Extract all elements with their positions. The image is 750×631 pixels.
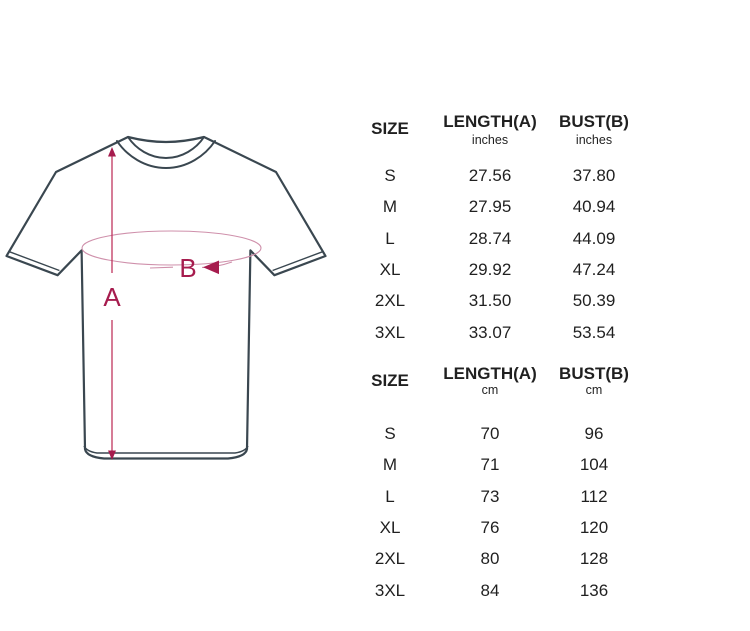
svg-text:A: A (103, 282, 121, 312)
svg-text:B: B (179, 253, 196, 283)
